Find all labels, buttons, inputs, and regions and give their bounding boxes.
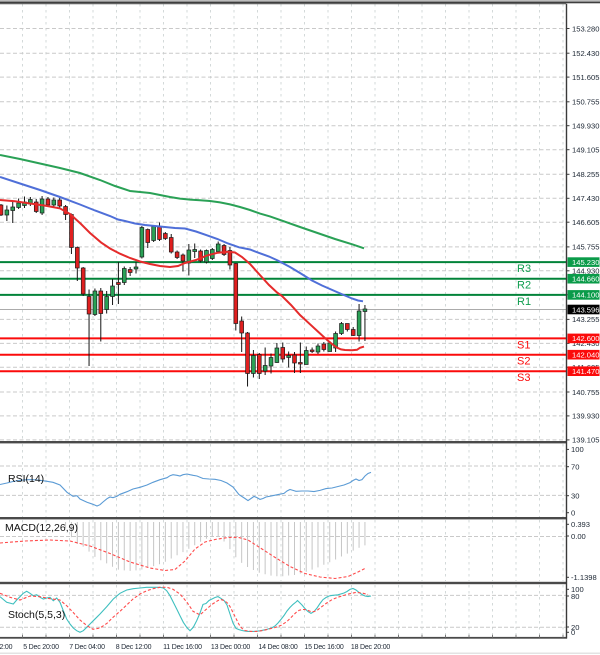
- svg-text:153.280: 153.280: [572, 24, 599, 33]
- svg-text:144.660: 144.660: [572, 275, 599, 284]
- svg-text:0: 0: [571, 509, 575, 518]
- svg-text:5 Dec 20:00: 5 Dec 20:00: [23, 644, 59, 651]
- svg-text:7 Dec 04:00: 7 Dec 04:00: [69, 644, 105, 651]
- svg-text:R1: R1: [517, 296, 531, 308]
- svg-text:18 Dec 20:00: 18 Dec 20:00: [351, 644, 391, 651]
- svg-text:149.105: 149.105: [572, 146, 599, 155]
- svg-text:S2: S2: [517, 356, 530, 368]
- svg-text:14 Dec 08:00: 14 Dec 08:00: [258, 644, 298, 651]
- svg-text:139.105: 139.105: [572, 436, 599, 445]
- svg-text:144.930: 144.930: [572, 267, 599, 276]
- svg-text:80: 80: [571, 592, 579, 601]
- svg-text:S3: S3: [517, 372, 530, 384]
- svg-text:141.470: 141.470: [572, 367, 599, 376]
- svg-text:149.930: 149.930: [572, 122, 599, 131]
- svg-text:139.930: 139.930: [572, 412, 599, 421]
- svg-text:142.600: 142.600: [572, 334, 599, 343]
- svg-text:20: 20: [571, 623, 579, 632]
- svg-text:143.255: 143.255: [572, 315, 599, 324]
- svg-text:Stoch(5,5,3): Stoch(5,5,3): [8, 609, 65, 621]
- svg-text:145.755: 145.755: [572, 243, 599, 252]
- svg-text:30: 30: [571, 492, 579, 501]
- svg-text:140.755: 140.755: [572, 388, 599, 397]
- svg-text:152.430: 152.430: [572, 49, 599, 58]
- svg-text:S1: S1: [517, 339, 530, 351]
- svg-text:0.393: 0.393: [571, 520, 590, 529]
- svg-text:RSI(14): RSI(14): [8, 473, 44, 485]
- svg-text:11 Dec 16:00: 11 Dec 16:00: [163, 644, 202, 651]
- svg-text:-1.1398: -1.1398: [571, 573, 597, 582]
- svg-text:142.430: 142.430: [572, 339, 599, 348]
- svg-text:151.605: 151.605: [572, 73, 599, 82]
- svg-text:8 Dec 12:00: 8 Dec 12:00: [116, 644, 152, 651]
- svg-text:0: 0: [571, 628, 575, 637]
- svg-text:148.255: 148.255: [572, 170, 599, 179]
- svg-text:144.100: 144.100: [572, 291, 599, 300]
- svg-text:15 Dec 16:00: 15 Dec 16:00: [304, 644, 344, 651]
- svg-text:100: 100: [571, 445, 584, 454]
- svg-text:147.430: 147.430: [572, 194, 599, 203]
- svg-text:MACD(12,26,9): MACD(12,26,9): [5, 522, 78, 534]
- svg-text:142.040: 142.040: [572, 351, 599, 360]
- svg-text:145.230: 145.230: [572, 258, 599, 267]
- svg-text:143.596: 143.596: [572, 305, 599, 314]
- svg-text:70: 70: [571, 463, 579, 472]
- svg-text:R3: R3: [517, 263, 531, 275]
- svg-text:150.755: 150.755: [572, 98, 599, 107]
- svg-text:R2: R2: [517, 280, 531, 292]
- svg-text:146.605: 146.605: [572, 218, 599, 227]
- svg-text:4 Dec 12:00: 4 Dec 12:00: [0, 644, 13, 651]
- svg-text:0.00: 0.00: [571, 532, 586, 541]
- svg-text:100: 100: [571, 585, 584, 594]
- svg-text:13 Dec 00:00: 13 Dec 00:00: [211, 644, 251, 651]
